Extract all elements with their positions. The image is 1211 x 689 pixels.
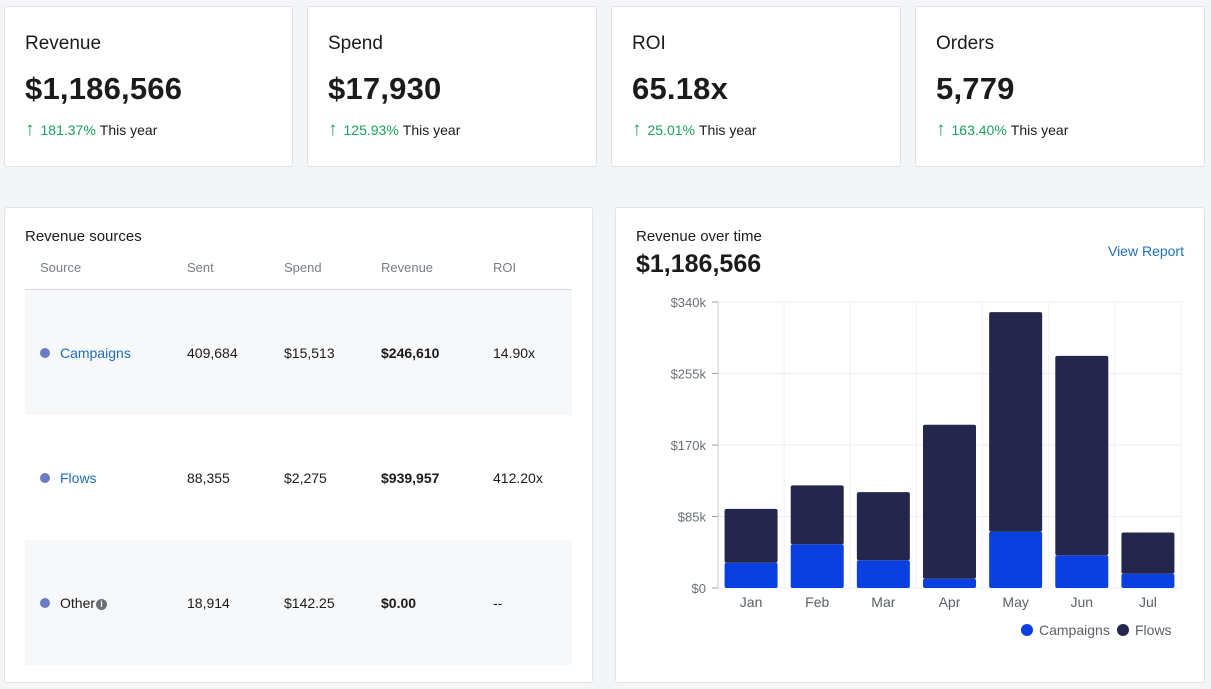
section-title: Revenue over time bbox=[636, 228, 762, 245]
legend-flows[interactable]: Flows bbox=[1117, 622, 1172, 638]
arrow-up-icon: ↑ bbox=[632, 119, 642, 140]
table-header: Source Sent Spend Revenue ROI bbox=[25, 256, 572, 290]
column-header-spend: Spend bbox=[284, 260, 322, 275]
source-label: Other bbox=[60, 595, 96, 611]
kpi-change-period: This year bbox=[402, 122, 461, 138]
table-row: Other i 18,914 $142.25 $0.00 -- bbox=[25, 540, 572, 665]
legend-label: Flows bbox=[1135, 622, 1172, 638]
kpi-card-spend: Spend $17,930 ↑ 125.93% This year bbox=[307, 6, 597, 167]
x-tick-label: May bbox=[1002, 594, 1028, 610]
source-link-campaigns[interactable]: Campaigns bbox=[60, 345, 131, 361]
legend-swatch bbox=[1117, 624, 1129, 636]
kpi-value: 65.18x bbox=[632, 71, 729, 106]
y-tick-label: $170k bbox=[671, 438, 707, 453]
bar-flows-feb bbox=[790, 485, 844, 545]
kpi-change-period: This year bbox=[1010, 122, 1069, 138]
bar-flows-may bbox=[989, 312, 1043, 532]
cell-sent: 409,684 bbox=[187, 345, 238, 361]
view-report-link[interactable]: View Report bbox=[1107, 243, 1184, 259]
y-tick-label: $0 bbox=[692, 581, 706, 596]
arrow-up-icon: ↑ bbox=[936, 119, 946, 140]
column-header-source: Source bbox=[40, 260, 82, 275]
cell-roi: -- bbox=[493, 595, 503, 611]
kpi-card-orders: Orders 5,779 ↑ 163.40% This year bbox=[915, 6, 1205, 167]
cell-roi: 412.20x bbox=[493, 470, 543, 486]
source-label-other: Other i bbox=[60, 595, 108, 611]
x-tick-label: Jul bbox=[1139, 594, 1157, 610]
column-header-sent: Sent bbox=[187, 260, 214, 275]
kpi-change: ↑ 125.93% This year bbox=[328, 119, 576, 140]
source-dot bbox=[40, 473, 50, 483]
x-tick-label: Jan bbox=[740, 594, 763, 610]
x-tick-label: Apr bbox=[939, 594, 961, 610]
bar-campaigns-feb bbox=[790, 544, 844, 588]
column-header-roi: ROI bbox=[493, 260, 517, 275]
arrow-up-icon: ↑ bbox=[25, 119, 35, 140]
kpi-value: $17,930 bbox=[328, 71, 442, 106]
source-dot bbox=[40, 348, 50, 358]
kpi-change-percent: 181.37% bbox=[40, 122, 96, 138]
kpi-change: ↑ 181.37% This year bbox=[25, 119, 272, 140]
source-dot bbox=[40, 598, 50, 608]
revenue-total: $1,186,566 bbox=[636, 250, 762, 278]
bar-campaigns-jul bbox=[1121, 573, 1175, 588]
kpi-change-period: This year bbox=[99, 122, 158, 138]
kpi-change-percent: 163.40% bbox=[951, 122, 1007, 138]
revenue-over-time-card: Revenue over time $1,186,566 View Report… bbox=[615, 207, 1205, 683]
legend-campaigns[interactable]: Campaigns bbox=[1021, 622, 1110, 638]
table-row: Campaigns 409,684 $15,513 $246,610 14.90… bbox=[25, 290, 572, 415]
cell-spend: $142.25 bbox=[284, 595, 335, 611]
revenue-bar-chart: $0 $85k $170k $255k $340k Jan Feb Mar Apr May Jun J… bbox=[671, 295, 1182, 610]
bar-flows-apr bbox=[923, 424, 976, 579]
source-link-flows[interactable]: Flows bbox=[60, 470, 97, 486]
y-tick-label: $255k bbox=[671, 367, 707, 382]
kpi-title: ROI bbox=[632, 33, 666, 54]
kpi-change-percent: 25.01% bbox=[647, 122, 695, 138]
y-tick-label: $85k bbox=[678, 510, 707, 525]
info-icon[interactable]: i bbox=[96, 599, 108, 610]
kpi-card-roi: ROI 65.18x ↑ 25.01% This year bbox=[611, 6, 901, 167]
revenue-sources-card: Revenue sources Source Sent Spend Revenu… bbox=[4, 207, 593, 683]
cell-revenue: $246,610 bbox=[381, 345, 440, 361]
kpi-title: Spend bbox=[328, 33, 383, 54]
kpi-change-percent: 125.93% bbox=[343, 122, 399, 138]
column-header-revenue: Revenue bbox=[381, 260, 434, 275]
kpi-change: ↑ 25.01% This year bbox=[632, 119, 880, 140]
bar-flows-jan bbox=[724, 508, 778, 563]
cell-sent: 18,914 bbox=[187, 595, 230, 611]
x-tick-label: Mar bbox=[871, 594, 895, 610]
cell-revenue: $0.00 bbox=[381, 595, 417, 611]
cell-roi: 14.90x bbox=[493, 345, 536, 361]
kpi-change: ↑ 163.40% This year bbox=[936, 119, 1184, 140]
cell-spend: $15,513 bbox=[284, 345, 335, 361]
cell-spend: $2,275 bbox=[284, 470, 327, 486]
arrow-up-icon: ↑ bbox=[328, 119, 338, 140]
kpi-title: Revenue bbox=[25, 33, 102, 54]
section-title: Revenue sources bbox=[25, 228, 142, 245]
kpi-title: Orders bbox=[936, 33, 995, 54]
bar-campaigns-may bbox=[989, 531, 1043, 588]
kpi-card-revenue: Revenue $1,186,566 ↑ 181.37% This year bbox=[4, 6, 293, 167]
bar-campaigns-mar bbox=[856, 560, 910, 588]
bar-campaigns-apr bbox=[923, 578, 976, 588]
bar-campaigns-jan bbox=[724, 562, 778, 588]
kpi-value: $1,186,566 bbox=[25, 71, 183, 106]
bar-campaigns-jun bbox=[1055, 555, 1109, 588]
kpi-change-period: This year bbox=[698, 122, 757, 138]
kpi-value: 5,779 bbox=[936, 71, 1015, 106]
table-row: Flows 88,355 $2,275 $939,957 412.20x bbox=[25, 415, 572, 540]
revenue-sources-table: Source Sent Spend Revenue ROI Campaigns … bbox=[25, 256, 572, 665]
cell-sent: 88,355 bbox=[187, 470, 230, 486]
bar-flows-jun bbox=[1055, 355, 1109, 556]
bar-flows-mar bbox=[856, 492, 910, 561]
x-tick-label: Jun bbox=[1070, 594, 1093, 610]
y-tick-label: $340k bbox=[671, 295, 707, 310]
x-tick-label: Feb bbox=[805, 594, 829, 610]
legend-label: Campaigns bbox=[1039, 622, 1110, 638]
bar-flows-jul bbox=[1121, 532, 1175, 574]
cell-revenue: $939,957 bbox=[381, 470, 440, 486]
legend-swatch bbox=[1021, 624, 1033, 636]
